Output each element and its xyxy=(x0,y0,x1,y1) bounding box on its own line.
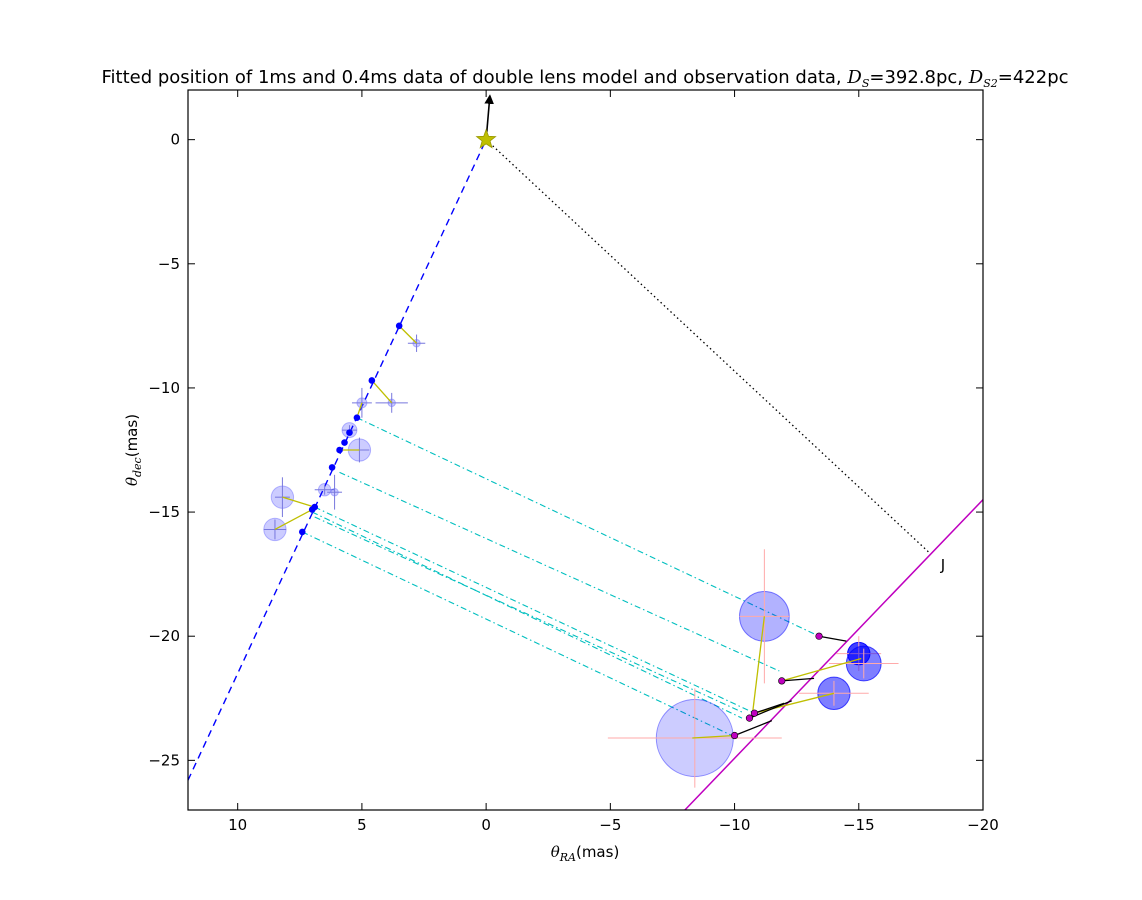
lens1-link xyxy=(282,496,315,508)
lens1-image-point xyxy=(346,429,353,436)
lens2-image-point xyxy=(745,714,754,722)
lens2-link xyxy=(781,657,862,682)
x-tick-label: −10 xyxy=(719,816,751,834)
lens2-black-link xyxy=(754,702,785,714)
lens1-image-point xyxy=(353,414,361,422)
lens2-image-point xyxy=(750,709,759,717)
lens2-link xyxy=(751,616,766,719)
y-tick-label: −15 xyxy=(148,503,180,521)
lens1-image-point xyxy=(308,506,316,513)
lens2-image-point xyxy=(730,731,739,740)
x-axis-label: θRA(mas) xyxy=(551,843,620,864)
cross-link xyxy=(314,506,755,714)
lens1-image-point xyxy=(336,446,343,454)
y-tick-label: −10 xyxy=(148,379,180,397)
lens1-line xyxy=(188,139,487,781)
y-axis-label: θdec(mas) xyxy=(123,414,144,486)
x-tick-label: −15 xyxy=(843,816,875,834)
y-tick-label: −25 xyxy=(148,751,180,769)
lens2-link xyxy=(692,734,735,739)
lens1-link xyxy=(371,380,393,404)
lens2-black-link xyxy=(734,720,773,737)
x-tick-label: −5 xyxy=(599,816,621,834)
y-tick-label: −20 xyxy=(148,627,180,645)
cross-link xyxy=(302,531,738,739)
lens1-image-point xyxy=(328,464,336,471)
lens1-link xyxy=(398,325,418,344)
lens2-image-point xyxy=(815,632,823,640)
lens2-black-link xyxy=(818,635,847,642)
x-tick-label: 10 xyxy=(228,816,247,834)
lens1-image-point xyxy=(395,322,403,330)
lens1-image-point xyxy=(298,528,306,536)
y-tick-label: −5 xyxy=(158,255,180,273)
cross-link xyxy=(339,471,780,672)
annotation-J: J xyxy=(940,556,945,574)
lens2-link xyxy=(754,692,835,714)
axes: 10 5 0 −5 −10 −15 −20 0 −5 −10 −15 −20 −25 xyxy=(148,89,999,834)
cross-link xyxy=(314,516,745,714)
cross-link xyxy=(311,511,743,719)
source-star-marker xyxy=(475,128,497,149)
lens1-link xyxy=(274,509,313,531)
lens2-line xyxy=(684,499,983,810)
x-tick-label: 0 xyxy=(481,816,491,834)
plot-area xyxy=(188,94,983,810)
x-tick-label: −20 xyxy=(967,816,999,834)
cross-link xyxy=(356,417,820,637)
lens1-image-point xyxy=(368,377,376,384)
x-tick-label: 5 xyxy=(357,816,367,834)
source-to-J-line xyxy=(485,139,929,553)
lens2-image-point xyxy=(778,677,786,685)
lens2-black-link xyxy=(781,677,815,682)
y-tick-label: 0 xyxy=(170,131,180,149)
chart-title: Fitted position of 1ms and 0.4ms data of… xyxy=(101,67,1068,90)
plot-frame xyxy=(187,89,984,811)
lens1-image-point xyxy=(341,439,348,446)
